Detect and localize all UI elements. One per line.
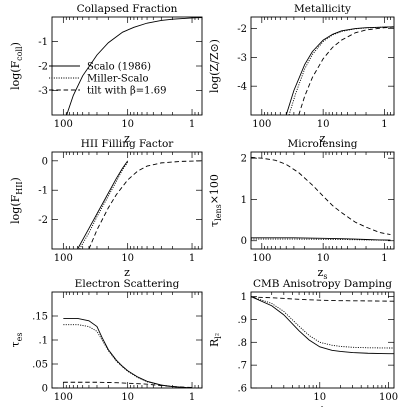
y-tick-label: -1 [38, 37, 48, 48]
y-tick-label: 2 [241, 154, 247, 165]
legend-label-tilt: tilt with β=1.69 [87, 86, 166, 97]
panel-title: HII Filling Factor [81, 138, 175, 150]
series-group [77, 160, 202, 249]
x-axis-label: l [321, 405, 325, 407]
y-tick-label: 0 [42, 384, 48, 395]
x-axis-label: z [124, 132, 130, 145]
series-line-solid [77, 160, 129, 249]
panel-title: Collapsed Fraction [77, 3, 178, 15]
series-line-solid [66, 17, 202, 115]
y-tick-label: -3 [237, 53, 247, 64]
series-line-dotted [251, 296, 394, 349]
x-tick-label: 100 [252, 119, 271, 130]
panel-title: Microlensing [288, 138, 358, 150]
y-tick-label: -2 [38, 62, 48, 73]
panel-title: Electron Scattering [75, 278, 180, 290]
panel-1: 100 10 1 -1 -2 -3 Collapsed Fraction z log(Fcoll… [9, 3, 203, 145]
x-tick-label: 10 [313, 392, 326, 403]
y-tick-label: -4 [237, 82, 247, 93]
x-tick-label: 10 [121, 119, 134, 130]
y-tick-label: -3 [38, 86, 48, 97]
series-line-dotted [63, 324, 193, 388]
x-tick-label: 1 [381, 253, 387, 264]
x-axis-label: z [124, 266, 130, 279]
plot-frame [250, 151, 395, 250]
x-tick-label: 1 [381, 119, 387, 130]
series-line-dashed [88, 160, 202, 249]
y-tick-label: .9 [237, 315, 247, 326]
y-tick-label: -1 [38, 186, 48, 197]
y-axis-label: log(Z/Z⊙) [208, 39, 221, 93]
legend-label-scalo: Scalo (1986) [87, 62, 151, 73]
y-tick-label: -2 [237, 24, 247, 35]
x-tick-label: 100 [54, 119, 73, 130]
series-line-solid [63, 317, 193, 388]
series-line-solid [251, 296, 394, 355]
panel-title: CMB Anisotropy Damping [253, 278, 392, 290]
y-tick-label: 0 [42, 156, 48, 167]
legend: Scalo (1986) Miller-Scalo tilt with β=1.… [49, 62, 166, 97]
y-tick-label: 0 [241, 236, 247, 247]
y-axis-label: log(FHII) [9, 177, 24, 224]
x-tick-label: 100 [54, 392, 73, 403]
y-tick-label: .15 [32, 312, 48, 323]
x-axis-label: z [124, 405, 130, 407]
y-tick-label: 1 [241, 292, 247, 303]
series-line-dashed [251, 296, 394, 302]
x-tick-label: 100 [379, 392, 398, 403]
y-axis-label: τes [9, 333, 24, 348]
x-tick-label: 1 [189, 119, 195, 130]
series-group [66, 17, 202, 115]
y-axis-label: log(Fcoll) [9, 42, 24, 90]
x-tick-label: 10 [121, 392, 134, 403]
y-axis-label: τlens×100 [208, 174, 223, 227]
series-line-solid [251, 237, 391, 241]
y-axis-label: Rl² [208, 333, 223, 347]
x-tick-label: 1 [189, 392, 195, 403]
plot-frame [250, 16, 395, 116]
panel-2: 100 10 1 -2 -3 -4 Metallicity z log(Z/Z⊙) [208, 3, 395, 145]
series-line-solid [285, 26, 394, 115]
panel-6: 10 100 .6 .7 .8 .9 1 CMB Anisotropy Damping l Rl² [208, 278, 398, 407]
series-line-dashed [251, 156, 391, 235]
x-axis-label: z [320, 132, 326, 145]
y-tick-label: .1 [38, 336, 48, 347]
y-tick-label: .05 [32, 360, 48, 371]
x-tick-label: 10 [121, 253, 134, 264]
plot-frame [51, 151, 203, 250]
series-line-dashed [63, 381, 193, 388]
x-tick-label: 10 [317, 253, 330, 264]
x-tick-label: 100 [54, 253, 73, 264]
series-group [285, 26, 394, 115]
plot-frame [51, 291, 203, 389]
x-axis-label: zs [318, 266, 328, 281]
y-tick-label: .6 [237, 384, 247, 395]
series-group [63, 317, 193, 388]
panel-title: Metallicity [294, 3, 351, 15]
y-tick-label: 1 [241, 195, 247, 206]
y-tick-label: -2 [38, 215, 48, 226]
x-tick-label: 10 [317, 119, 330, 130]
plot-frame [250, 291, 395, 389]
series-group [251, 156, 391, 241]
series-line-dashed [298, 26, 394, 115]
x-tick-label: 1 [189, 253, 195, 264]
x-tick-label: 100 [252, 253, 271, 264]
series-line-dotted [79, 162, 129, 249]
y-tick-label: .7 [237, 361, 247, 372]
y-tick-label: .8 [237, 338, 247, 349]
series-group [251, 296, 394, 355]
legend-label-miller-scalo: Miller-Scalo [87, 74, 149, 85]
